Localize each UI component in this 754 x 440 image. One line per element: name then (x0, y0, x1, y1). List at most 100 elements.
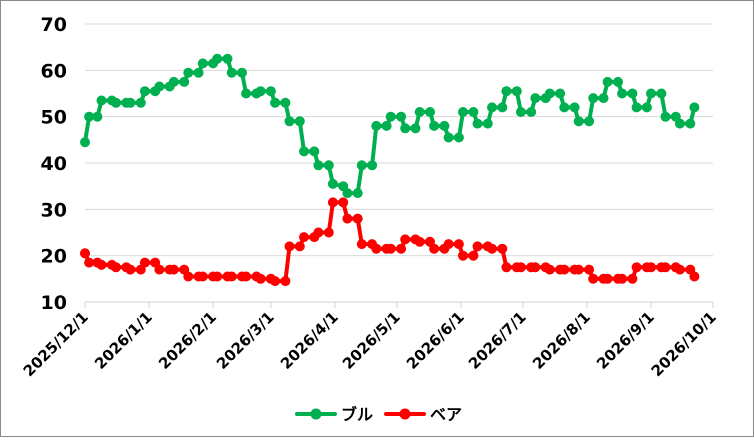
data-point (327, 197, 338, 208)
x-tick-label: 2026/3/1 (213, 308, 278, 373)
data-point (284, 116, 295, 127)
data-point (135, 97, 146, 108)
y-tick-label: 30 (41, 199, 67, 221)
data-point (617, 273, 628, 284)
y-tick-label: 70 (41, 14, 67, 36)
data-point (685, 118, 696, 129)
data-point (602, 76, 613, 87)
data-point (270, 97, 281, 108)
data-point (472, 241, 483, 252)
series-bear (80, 197, 700, 287)
data-point (396, 243, 407, 254)
data-point (111, 97, 121, 108)
y-tick-label: 10 (41, 292, 67, 314)
data-point (80, 137, 90, 148)
data-point (265, 86, 276, 97)
data-point (125, 264, 136, 275)
data-point (270, 276, 281, 287)
data-point (627, 273, 638, 284)
data-point (573, 264, 584, 275)
x-tick-label: 2026/9/1 (593, 308, 658, 373)
data-point (168, 76, 179, 87)
data-point (313, 227, 324, 238)
data-point (646, 262, 656, 273)
data-point (627, 88, 638, 99)
data-point (515, 262, 526, 273)
data-point (631, 102, 642, 113)
data-point (255, 273, 266, 284)
data-point (338, 197, 349, 208)
data-point (641, 102, 652, 113)
data-point (356, 160, 367, 171)
data-point (342, 213, 353, 224)
data-point (555, 88, 566, 99)
data-point (588, 93, 599, 104)
data-point (425, 107, 435, 117)
data-point (197, 271, 208, 282)
data-point (598, 93, 609, 104)
data-point (468, 107, 479, 117)
data-point (139, 86, 150, 97)
data-point (280, 97, 291, 108)
data-point (96, 95, 107, 106)
data-point (453, 239, 464, 250)
data-point (569, 102, 580, 113)
data-point (84, 111, 95, 122)
y-tick-label: 20 (41, 246, 67, 268)
data-point (414, 107, 425, 117)
data-point (154, 81, 165, 92)
data-point (154, 264, 165, 275)
data-point (602, 273, 613, 284)
legend-label: ブル (341, 405, 373, 424)
data-point (530, 262, 541, 273)
data-point (284, 241, 295, 252)
legend-swatch-marker (399, 408, 411, 420)
data-point (323, 227, 334, 238)
x-tick-label: 2026/6/1 (403, 308, 468, 373)
data-point (179, 76, 190, 87)
data-point (84, 257, 95, 268)
data-point (342, 188, 353, 199)
data-point (96, 259, 107, 270)
data-point (497, 243, 508, 254)
x-tick-label: 2025/12/1 (20, 308, 92, 380)
data-point (371, 120, 382, 131)
y-tick-label: 60 (41, 60, 67, 82)
data-point (511, 86, 522, 97)
data-point (497, 102, 508, 113)
data-point (313, 160, 324, 171)
gridlines (85, 23, 713, 257)
x-tick-label: 2026/8/1 (529, 308, 594, 373)
data-point (309, 146, 320, 157)
data-point (656, 88, 667, 99)
data-point (212, 53, 223, 64)
data-point (660, 262, 671, 273)
data-point (212, 271, 223, 282)
data-point (689, 271, 700, 282)
data-point (501, 86, 512, 97)
data-point (400, 123, 411, 134)
data-point (458, 250, 468, 261)
data-point (385, 243, 396, 254)
data-point (381, 120, 392, 131)
data-point (294, 241, 305, 252)
data-point (197, 58, 208, 69)
data-point (323, 160, 334, 171)
data-point (168, 264, 179, 275)
data-point (674, 264, 685, 275)
data-point (299, 232, 309, 243)
x-tick-label: 2026/1/1 (91, 308, 156, 373)
data-point (439, 120, 450, 131)
data-point (429, 120, 440, 131)
data-point (367, 160, 378, 171)
y-tick-label: 40 (41, 153, 67, 175)
data-point (92, 111, 103, 122)
data-point (356, 239, 367, 250)
data-point (327, 178, 338, 189)
legend-swatch-marker (310, 408, 322, 420)
x-tick-label: 2026/7/1 (465, 308, 530, 373)
x-tick-label: 2026/2/1 (155, 308, 220, 373)
data-point (371, 243, 382, 254)
